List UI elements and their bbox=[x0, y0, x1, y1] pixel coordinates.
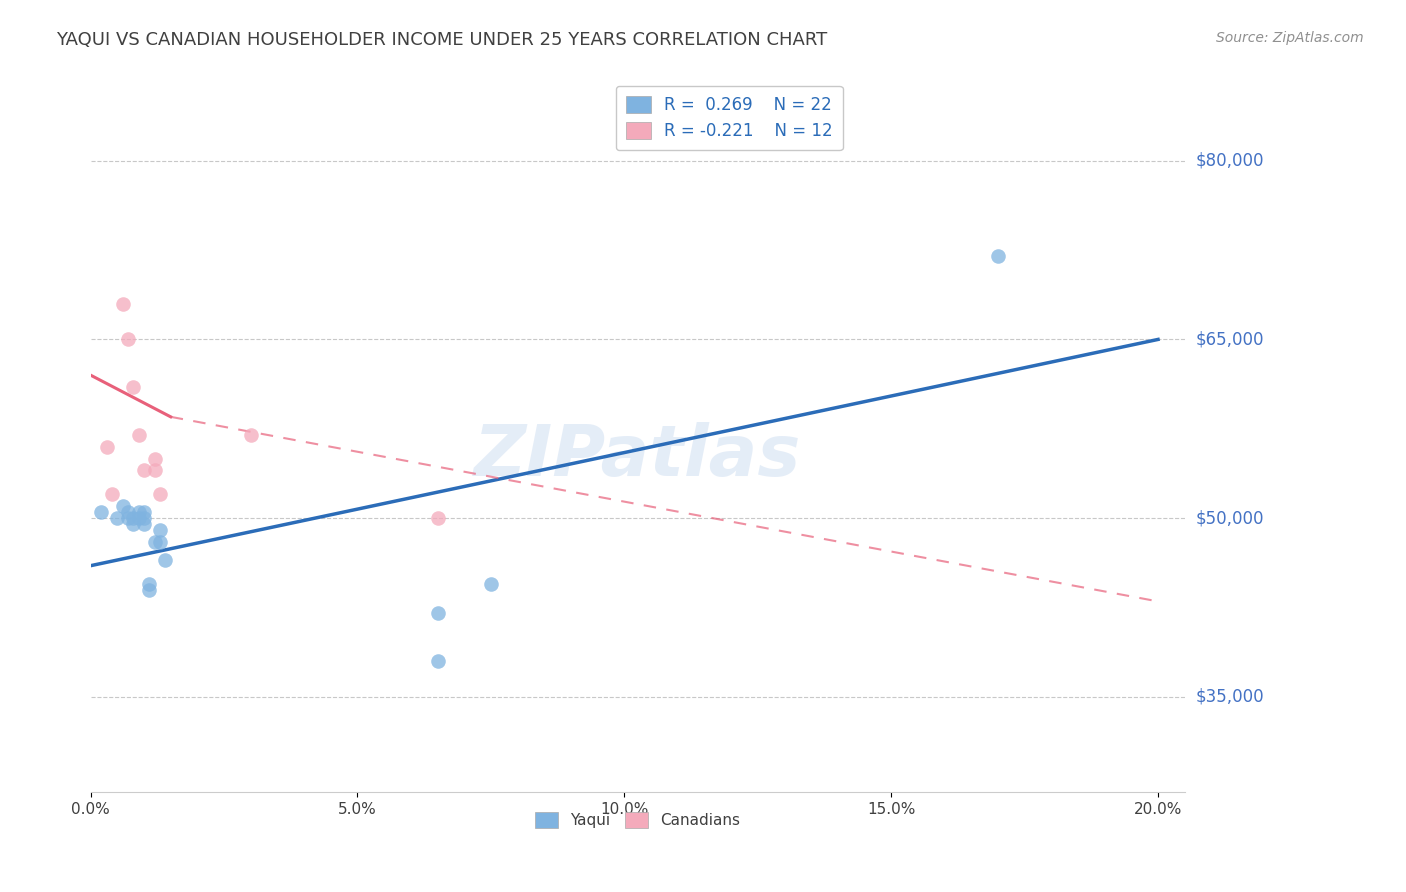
Point bbox=[128, 511, 150, 525]
Point bbox=[143, 534, 166, 549]
Point bbox=[479, 576, 502, 591]
Point bbox=[987, 249, 1010, 263]
Text: $35,000: $35,000 bbox=[1197, 688, 1264, 706]
Point bbox=[96, 440, 118, 454]
Point bbox=[122, 516, 145, 531]
Point bbox=[426, 654, 449, 668]
Point bbox=[138, 576, 160, 591]
Point bbox=[128, 427, 150, 442]
Point bbox=[426, 607, 449, 621]
Point bbox=[149, 487, 172, 501]
Point bbox=[143, 463, 166, 477]
Point bbox=[117, 505, 139, 519]
Point bbox=[90, 505, 112, 519]
Text: $50,000: $50,000 bbox=[1197, 509, 1264, 527]
Point bbox=[132, 516, 155, 531]
Point bbox=[138, 582, 160, 597]
Point bbox=[117, 333, 139, 347]
Point bbox=[426, 511, 449, 525]
Point bbox=[132, 505, 155, 519]
Legend: Yaqui, Canadians: Yaqui, Canadians bbox=[529, 806, 747, 834]
Point bbox=[143, 451, 166, 466]
Text: $65,000: $65,000 bbox=[1197, 330, 1264, 349]
Point bbox=[117, 511, 139, 525]
Point bbox=[149, 534, 172, 549]
Point bbox=[122, 511, 145, 525]
Point bbox=[149, 523, 172, 537]
Text: YAQUI VS CANADIAN HOUSEHOLDER INCOME UNDER 25 YEARS CORRELATION CHART: YAQUI VS CANADIAN HOUSEHOLDER INCOME UND… bbox=[56, 31, 828, 49]
Point bbox=[132, 511, 155, 525]
Point bbox=[128, 505, 150, 519]
Point bbox=[101, 487, 124, 501]
Text: ZIPatlas: ZIPatlas bbox=[474, 422, 801, 491]
Point bbox=[105, 511, 128, 525]
Point bbox=[155, 553, 177, 567]
Text: $80,000: $80,000 bbox=[1197, 152, 1264, 169]
Point bbox=[132, 463, 155, 477]
Point bbox=[111, 499, 134, 513]
Point bbox=[122, 380, 145, 394]
Text: Source: ZipAtlas.com: Source: ZipAtlas.com bbox=[1216, 31, 1364, 45]
Point bbox=[239, 427, 262, 442]
Point bbox=[111, 296, 134, 310]
